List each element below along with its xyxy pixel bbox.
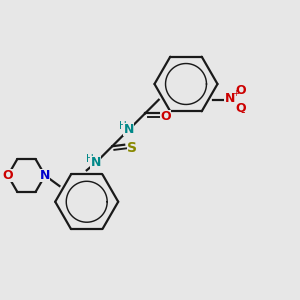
- Text: N: N: [91, 156, 101, 169]
- Text: N: N: [40, 169, 50, 182]
- Text: O: O: [235, 102, 246, 115]
- Text: -: -: [240, 106, 244, 119]
- Text: N: N: [225, 92, 235, 105]
- Text: S: S: [127, 141, 137, 155]
- Text: H: H: [119, 121, 127, 131]
- Text: +: +: [232, 89, 238, 98]
- Text: O: O: [235, 84, 246, 97]
- Text: O: O: [160, 110, 171, 123]
- Text: O: O: [2, 169, 13, 182]
- Text: H: H: [86, 154, 94, 164]
- Text: N: N: [124, 123, 134, 136]
